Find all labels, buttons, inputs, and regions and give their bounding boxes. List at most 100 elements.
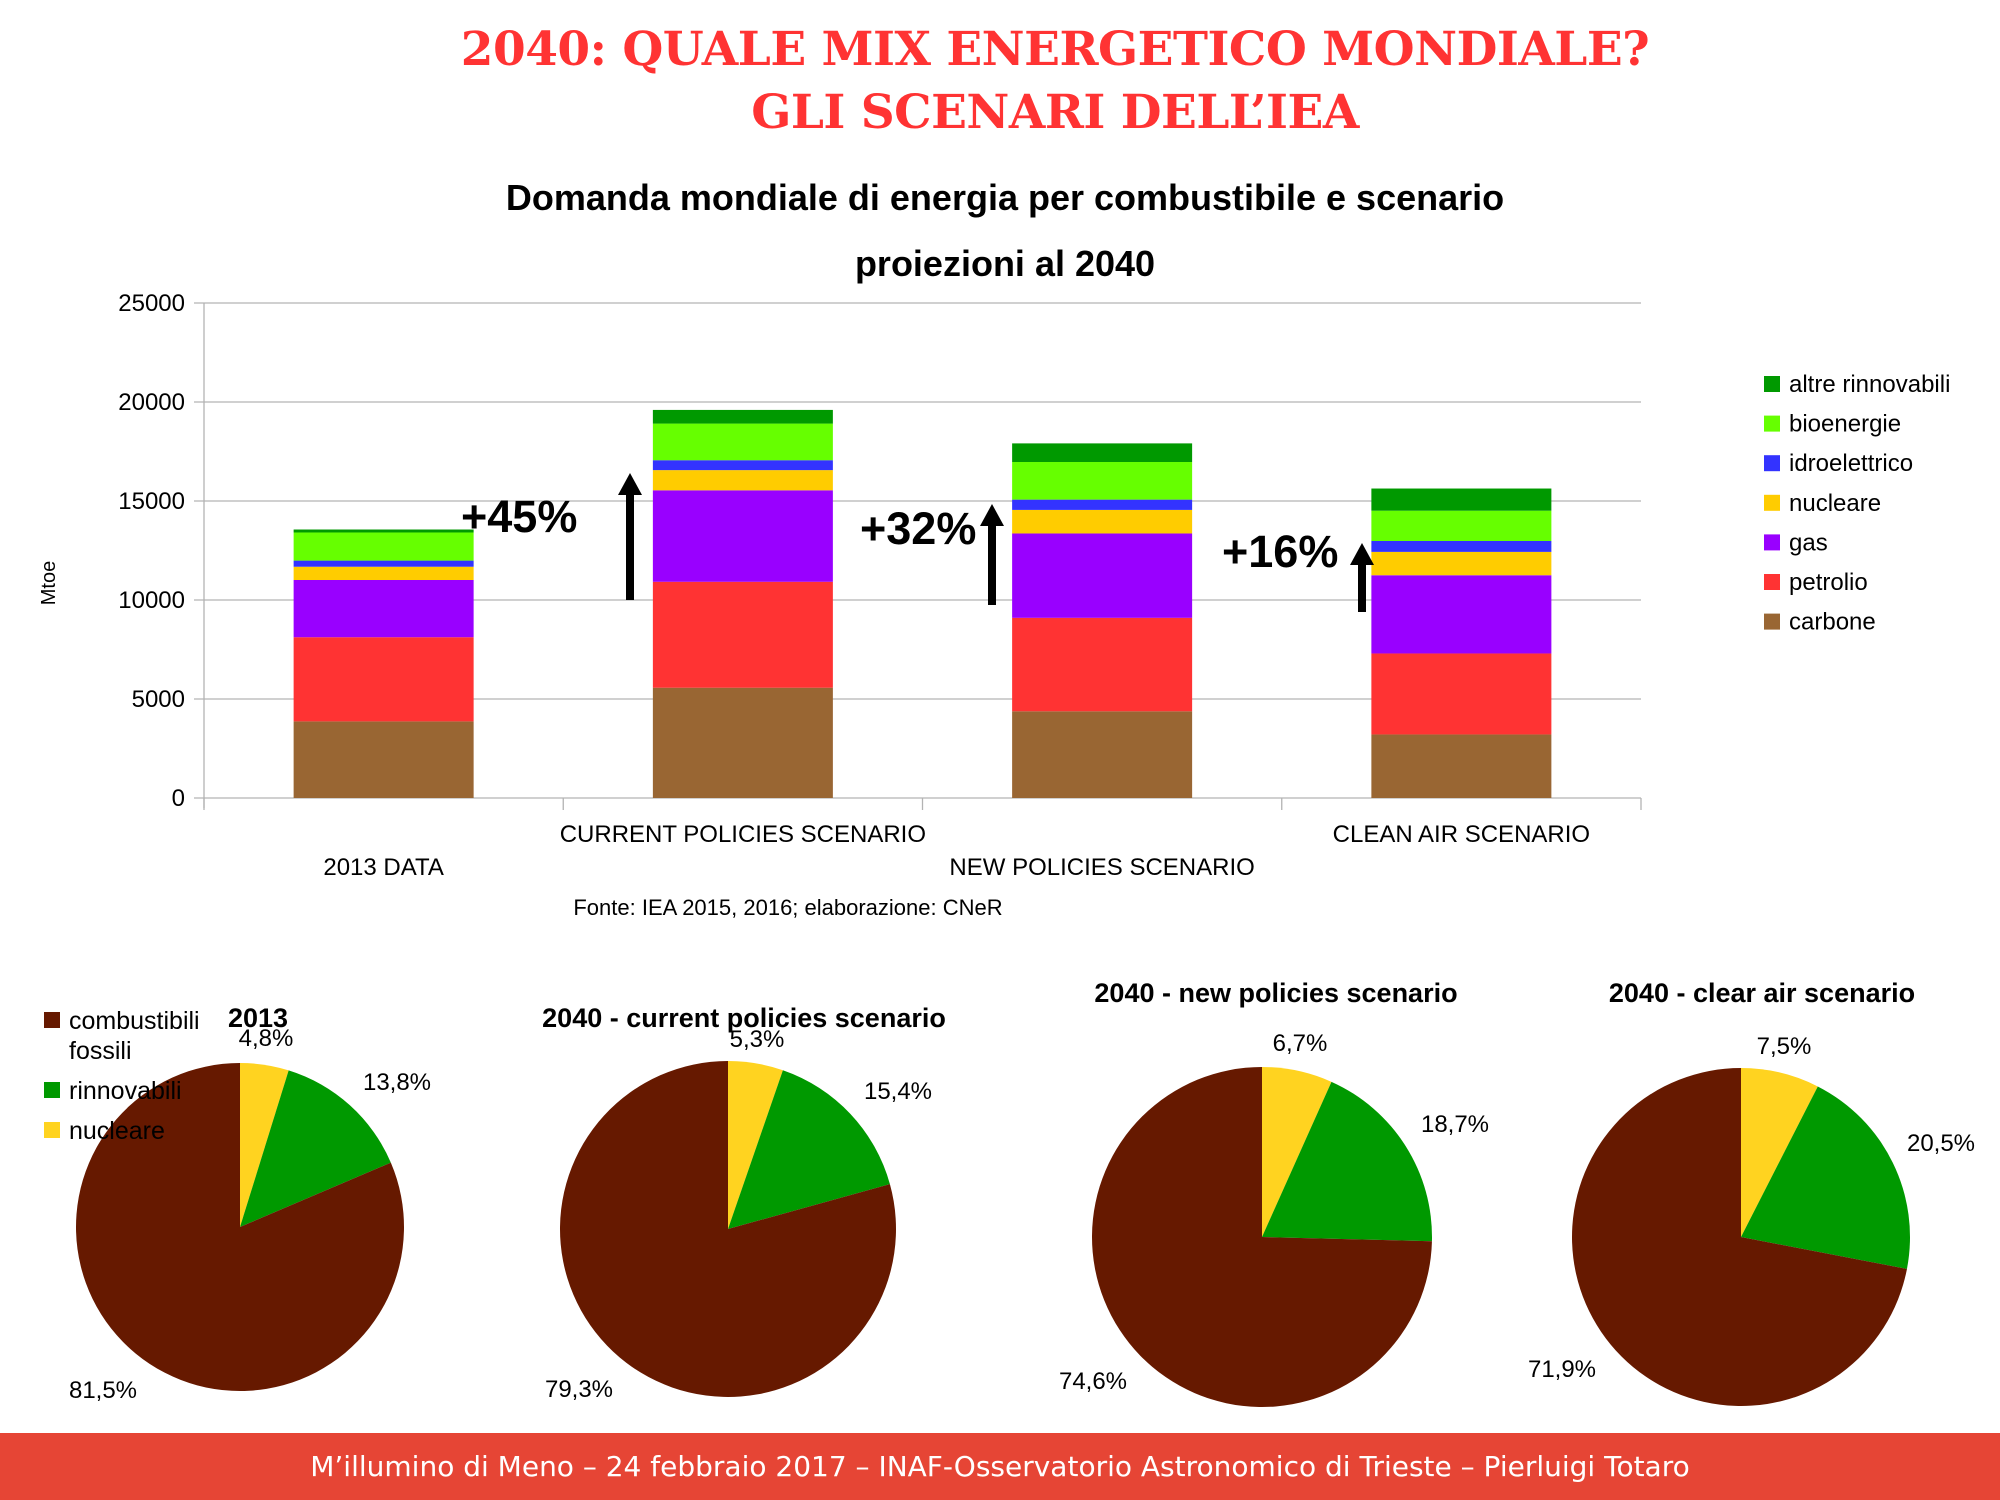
pie-value-label: 15,4% [864, 1078, 932, 1105]
pie-value-label: 81,5% [69, 1377, 137, 1404]
growth-label: +16% [1222, 526, 1338, 577]
bar-segment-bioenergie [1012, 461, 1193, 500]
x-tick-label: CURRENT POLICIES SCENARIO [560, 821, 926, 848]
bar-chart-x-tick-labels: 2013 DATA CURRENT POLICIES SCENARIO NEW PO… [323, 821, 1590, 881]
charts-canvas: 0 5000 10000 15000 20000 25000 Mtoe 2013 DATA… [38, 290, 1975, 1407]
legend-item: nucleare [1764, 490, 1881, 517]
pie-value-label: 79,3% [545, 1376, 613, 1403]
legend-swatch [1764, 613, 1780, 630]
bar-chart-y-axis-label: Mtoe [38, 561, 60, 605]
arrow-up-icon-shaft [626, 493, 634, 600]
x-tick-label: NEW POLICIES SCENARIO [949, 854, 1254, 881]
bar-chart-legend: altre rinnovabili bioenergie idroelettrico… [1764, 371, 1950, 636]
bar-segment-nucleare [1371, 551, 1552, 576]
legend-item: gas [1764, 529, 1828, 556]
pie-slice-nucleare [1741, 1068, 1818, 1237]
pie-slice-rinnovabili [1262, 1081, 1432, 1242]
pie-title: 2013 [228, 1003, 288, 1033]
arrow-up-icon-shaft [1358, 563, 1366, 612]
legend-swatch [44, 1012, 60, 1028]
legend-label: bioenergie [1789, 411, 1901, 438]
legend-item: bioenergie [1764, 411, 1901, 438]
pie-value-label: 20,5% [1907, 1130, 1975, 1157]
bar-segment-bioenergie [652, 423, 833, 461]
bar-segment-petrolio [652, 581, 833, 688]
pie-slice-nucleare [1262, 1067, 1332, 1237]
pie-slice-combustibili-fossili [1092, 1067, 1432, 1407]
legend-label: carbone [1789, 609, 1876, 636]
bar-segment-bioenergie [1371, 510, 1552, 541]
pie-slice-rinnovabili [728, 1070, 890, 1229]
arrow-up-icon [980, 504, 1004, 526]
bar-stack [1012, 443, 1193, 798]
arrow-up-icon [1350, 543, 1374, 565]
legend-swatch [1764, 534, 1780, 551]
y-tick-label: 5000 [132, 686, 185, 713]
legend-label: petrolio [1789, 569, 1868, 596]
legend-swatch [1764, 455, 1780, 472]
bar-chart-title: Domanda mondiale di energia per combusti… [505, 177, 1505, 218]
bar-segment-gas [652, 490, 833, 582]
legend-swatch [1764, 415, 1780, 432]
bar-chart-subtitle: proiezioni al 2040 [854, 243, 1156, 284]
bar-segment-petrolio [1012, 617, 1193, 712]
bar-segment-bioenergie [293, 532, 474, 561]
pie-value-label: 5,3% [730, 1026, 785, 1053]
bar-segment-altre-rinnovabili [652, 409, 833, 424]
pie-value-label: 74,6% [1059, 1368, 1127, 1395]
legend-label: combustibili [69, 1007, 200, 1035]
bar-stack [293, 529, 474, 798]
pie-value-label: 13,8% [363, 1069, 431, 1096]
legend-item: petrolio [1764, 569, 1868, 596]
pie-chart: 2040 - clear air scenario 71,9% 20,5% 7,5% [1528, 978, 1975, 1406]
legend-label-line-2: fossili [69, 1037, 132, 1065]
legend-label: nucleare [1789, 490, 1881, 517]
bar-segment-gas [1371, 575, 1552, 654]
y-tick-label: 0 [172, 785, 185, 812]
bar-stack [1371, 488, 1552, 798]
bar-segment-petrolio [1371, 653, 1552, 735]
x-tick-label: CLEAN AIR SCENARIO [1333, 821, 1590, 848]
pie-title: 2040 - new policies scenario [1094, 978, 1457, 1008]
bar-segment-carbone [1371, 734, 1552, 798]
bar-segment-altre-rinnovabili [1012, 443, 1193, 462]
bar-chart-growth-annotations: +45% +32% +16% [461, 473, 1374, 612]
legend-label: altre rinnovabili [1789, 371, 1950, 398]
pie-value-label: 18,7% [1421, 1111, 1489, 1138]
bar-stack [652, 409, 833, 798]
legend-item: altre rinnovabili [1764, 371, 1950, 398]
pie-slice-combustibili-fossili [76, 1063, 405, 1391]
pie-slice-rinnovabili [1741, 1086, 1910, 1269]
pie-slice-combustibili-fossili [559, 1061, 896, 1398]
stacked-bar-chart: 0 5000 10000 15000 20000 25000 Mtoe 2013 DATA… [38, 290, 1950, 920]
arrow-up-icon-shaft [988, 524, 996, 605]
pie-legend-item: rinnovabili [44, 1077, 182, 1105]
arrow-up-icon [618, 473, 642, 495]
bar-segment-petrolio [293, 637, 474, 722]
pie-slice-rinnovabili [240, 1070, 391, 1227]
y-tick-label: 25000 [118, 290, 185, 317]
bar-chart-y-tick-labels: 0 5000 10000 15000 20000 25000 [118, 290, 185, 812]
y-tick-label: 20000 [118, 389, 185, 416]
y-tick-label: 10000 [118, 587, 185, 614]
bar-segment-nucleare [1012, 509, 1193, 534]
legend-label: idroelettrico [1789, 450, 1913, 477]
pie-slice-combustibili-fossili [1572, 1068, 1907, 1406]
bar-segment-carbone [652, 687, 833, 798]
pie-value-label: 7,5% [1757, 1033, 1812, 1060]
bar-chart-bars [293, 409, 1552, 798]
footer-bar: M’illumino di Meno – 24 febbraio 2017 – … [0, 1433, 2000, 1500]
bar-segment-gas [293, 580, 474, 638]
pie-value-label: 4,8% [239, 1025, 294, 1052]
bar-segment-altre-rinnovabili [1371, 488, 1552, 511]
bar-segment-nucleare [293, 566, 474, 581]
pie-chart: 2040 - current policies scenario 79,3% 15,… [542, 1003, 946, 1403]
pie-chart: 2040 - new policies scenario 74,6% 18,7% 6,… [1059, 978, 1489, 1407]
bar-segment-idroelettrico [652, 460, 833, 471]
legend-label: nucleare [69, 1117, 165, 1145]
legend-swatch [44, 1082, 60, 1098]
legend-swatch [1764, 376, 1780, 392]
pie-legend-item: nucleare [44, 1117, 165, 1145]
bar-segment-altre-rinnovabili [293, 529, 474, 533]
